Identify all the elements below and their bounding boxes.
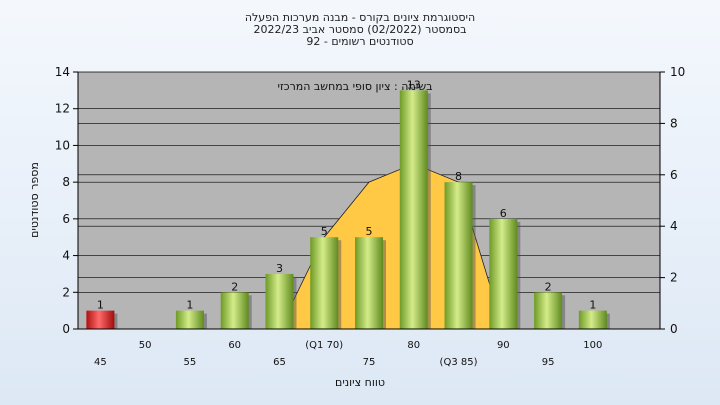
y-tick-label: 10 xyxy=(55,138,70,152)
bar xyxy=(310,237,339,329)
bar xyxy=(175,310,204,329)
x-tick-label: 100 xyxy=(583,340,602,351)
y-tick-label: 8 xyxy=(62,175,70,189)
x-tick-label: 55 xyxy=(184,357,197,368)
bar-value-label: 3 xyxy=(276,262,283,275)
x-tick-label: 45 xyxy=(94,357,107,368)
chart-title: היסטוגרמת ציונים בקורס - מבנה מערכות הפע… xyxy=(245,11,475,48)
bar-value-label: 2 xyxy=(231,280,238,293)
bar xyxy=(444,182,473,329)
y2-axis-ticks: 0 2 4 6 8 10 xyxy=(660,65,685,336)
bar-value-label: 13 xyxy=(407,78,421,91)
y-tick-label: 0 xyxy=(62,322,70,336)
y-tick-label: 14 xyxy=(55,65,70,79)
y2-tick-label: 6 xyxy=(670,168,678,182)
bar-value-label: 6 xyxy=(500,207,507,220)
x-axis-label: טווח ציונים xyxy=(335,376,385,389)
y2-tick-label: 4 xyxy=(670,219,678,233)
bar xyxy=(399,90,428,329)
x-tick-label: 60 xyxy=(228,340,241,351)
bar-value-labels: 1 1 2 3 5 5 13 8 6 2 1 xyxy=(97,78,596,311)
bar-value-label: 8 xyxy=(455,170,462,183)
x-tick-label: 80 xyxy=(407,340,420,351)
x-tick-label: 65 xyxy=(273,357,286,368)
bar xyxy=(489,218,518,329)
bar-value-label: 2 xyxy=(545,280,552,293)
y-tick-label: 12 xyxy=(55,102,70,116)
x-tick-label: (Q3 85) xyxy=(440,357,478,368)
x-tick-label: 75 xyxy=(363,357,376,368)
y-tick-label: 6 xyxy=(62,212,70,226)
x-tick-label: (Q1 70) xyxy=(305,340,343,351)
bar xyxy=(355,237,383,329)
title-line-1: היסטוגרמת ציונים בקורס - מבנה מערכות הפע… xyxy=(245,11,475,24)
bars xyxy=(86,90,610,329)
y2-tick-label: 2 xyxy=(670,271,678,285)
y-axis-label: מספר סטודנטים xyxy=(28,162,41,238)
x-tick-label: 95 xyxy=(542,357,555,368)
bar-value-label: 5 xyxy=(366,225,373,238)
y-tick-label: 2 xyxy=(62,285,70,299)
bar xyxy=(265,273,294,329)
bar-value-label: 1 xyxy=(589,299,596,312)
y2-tick-label: 8 xyxy=(670,116,678,130)
bar-value-label: 1 xyxy=(97,299,104,312)
title-line-2: בסמסטר (02/2022) סמסטר אביב 2022/23 xyxy=(253,23,466,36)
bar xyxy=(534,292,563,329)
bar xyxy=(578,310,607,329)
bar-value-label: 1 xyxy=(186,299,193,312)
bar xyxy=(220,292,249,329)
y-tick-label: 4 xyxy=(62,249,70,263)
y2-tick-label: 10 xyxy=(670,65,685,79)
x-tick-label: 50 xyxy=(139,340,152,351)
chart-annotation: בשימה : ציון סופי במחשב המרכזי xyxy=(277,80,432,93)
title-line-3: סטודנטים רשומים - 92 xyxy=(306,35,413,48)
y-axis-ticks: 0 2 4 6 8 10 12 14 xyxy=(55,65,78,336)
x-tick-label: 90 xyxy=(497,340,510,351)
x-axis-ticks: 45 50 55 60 65 (Q1 70) 75 80 (Q3 85) 90 95 100 xyxy=(94,340,602,368)
bar-value-label: 5 xyxy=(321,225,328,238)
bar xyxy=(86,310,115,329)
axes xyxy=(77,72,661,330)
y2-tick-label: 0 xyxy=(670,322,678,336)
